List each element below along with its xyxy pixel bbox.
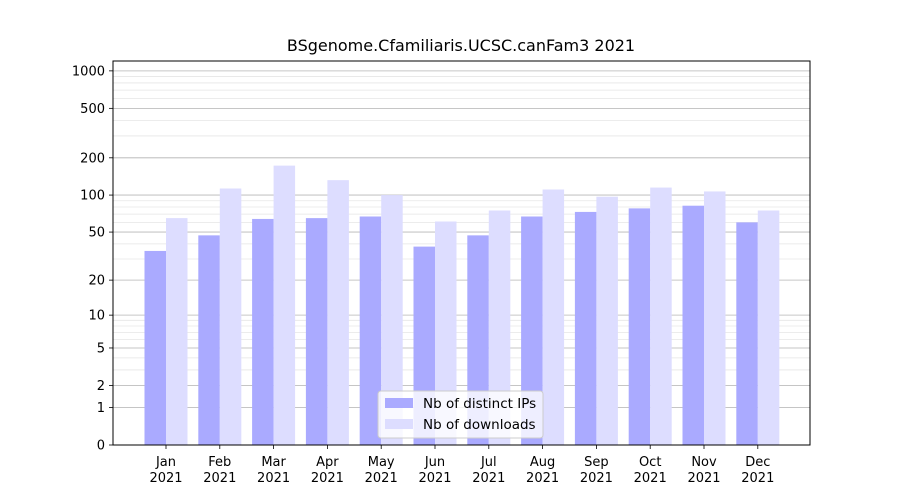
x-tick-label-year: 2021 (149, 471, 182, 486)
x-tick-label-month: Aug (530, 455, 555, 470)
x-tick-label-month: Feb (208, 455, 231, 470)
bar (305, 218, 328, 445)
bar (596, 196, 618, 445)
y-tick-label: 1000 (72, 64, 105, 79)
bar (166, 218, 188, 445)
x-tick-label-year: 2021 (580, 471, 613, 486)
bars-layer (144, 165, 780, 445)
x-tick-label-year: 2021 (687, 471, 720, 486)
bar (650, 187, 672, 445)
x-tick-label-month: Jun (424, 455, 445, 470)
bar (736, 222, 758, 445)
bar (435, 221, 457, 445)
x-tick-label-month: Jan (155, 455, 176, 470)
x-tick-label-year: 2021 (741, 471, 774, 486)
x-tick-label-year: 2021 (526, 471, 559, 486)
x-tick-label-year: 2021 (311, 471, 344, 486)
bar (359, 216, 382, 445)
bar (628, 208, 651, 445)
chart-title: BSgenome.Cfamiliaris.UCSC.canFam3 2021 (287, 36, 635, 55)
bar (144, 250, 166, 445)
x-tick-label-year: 2021 (203, 471, 236, 486)
plot-frame (112, 60, 811, 446)
x-tick-label-month: Oct (639, 455, 661, 470)
y-tick-label: 100 (80, 189, 105, 204)
x-axis: Jan2021Feb2021Mar2021Apr2021May2021Jun20… (149, 445, 774, 486)
bar (521, 216, 543, 445)
bar (757, 210, 780, 445)
legend: Nb of distinct IPs Nb of downloads (377, 390, 544, 439)
bar (219, 188, 242, 445)
legend-swatch (385, 419, 413, 429)
legend-label: Nb of downloads (423, 417, 536, 433)
legend-box (377, 390, 544, 439)
bar (327, 180, 349, 445)
bar (542, 189, 565, 445)
x-tick-label-year: 2021 (257, 471, 290, 486)
bar (252, 218, 274, 445)
y-tick-label: 5 (97, 341, 105, 356)
y-axis: 0 1 2 5 10 20 50 100 200 500 1000 (72, 64, 113, 454)
x-tick-label-year: 2021 (634, 471, 667, 486)
bar (488, 210, 511, 445)
y-tick-label: 50 (88, 226, 105, 241)
bar (682, 205, 704, 445)
y-tick-label: 500 (80, 102, 105, 117)
bar (704, 191, 726, 445)
x-tick-label-month: Sep (584, 455, 609, 470)
x-tick-label-month: May (368, 455, 395, 470)
y-tick-label: 2 (97, 379, 105, 394)
x-tick-label-month: Mar (261, 455, 286, 470)
x-tick-label-month: Apr (316, 455, 339, 470)
x-tick-label-year: 2021 (472, 471, 505, 486)
y-tick-label: 20 (88, 274, 105, 289)
bar (198, 235, 220, 445)
x-tick-label-month: Jul (480, 455, 497, 470)
bar (273, 165, 296, 445)
x-tick-label-year: 2021 (365, 471, 398, 486)
bar (574, 211, 597, 445)
legend-label: Nb of distinct IPs (423, 396, 536, 412)
bar (381, 195, 403, 445)
x-tick-label-year: 2021 (418, 471, 451, 486)
x-tick-label-month: Nov (691, 455, 717, 470)
legend-swatch (385, 398, 413, 408)
y-tick-label: 0 (97, 439, 105, 454)
y-tick-label: 10 (88, 309, 105, 324)
x-tick-label-month: Dec (745, 455, 770, 470)
y-tick-label: 200 (80, 151, 105, 166)
y-tick-label: 1 (97, 401, 105, 416)
